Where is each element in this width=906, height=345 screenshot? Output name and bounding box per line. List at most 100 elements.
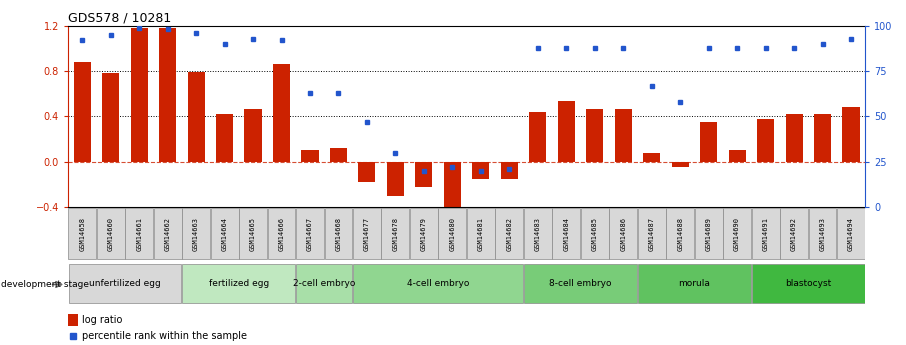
Text: blastocyst: blastocyst [786,279,832,288]
Bar [786,114,803,162]
Text: GSM14681: GSM14681 [477,217,484,251]
Text: GSM14658: GSM14658 [79,217,85,251]
Bar [381,208,410,259]
Text: GSM14679: GSM14679 [421,217,427,251]
Text: GSM14661: GSM14661 [136,217,142,251]
Bar [302,150,319,162]
Text: GSM14686: GSM14686 [621,217,626,251]
Bar [524,208,552,259]
Bar [359,162,375,182]
Bar [614,109,631,162]
Bar [102,73,120,162]
Text: GSM14688: GSM14688 [677,217,683,251]
Bar [210,208,238,259]
Text: GSM14662: GSM14662 [165,217,170,251]
Bar [472,162,489,179]
Bar [444,162,461,209]
Text: GSM14692: GSM14692 [791,217,797,251]
Text: GSM14691: GSM14691 [763,217,768,251]
Bar [558,101,574,162]
Bar [324,208,352,259]
Text: GSM14684: GSM14684 [564,217,569,251]
Bar [188,72,205,162]
Bar [159,28,176,162]
Bar [125,208,153,259]
Bar [524,264,637,303]
Bar [267,208,295,259]
Bar [496,208,524,259]
Bar [837,208,865,259]
Text: development stage: development stage [1,280,89,289]
Bar [353,208,381,259]
Text: GSM14685: GSM14685 [592,217,598,251]
Text: log ratio: log ratio [82,315,122,325]
Text: GSM14683: GSM14683 [535,217,541,251]
Bar [843,107,860,162]
Bar [780,208,808,259]
Text: unfertilized egg: unfertilized egg [89,279,160,288]
Text: GSM14677: GSM14677 [364,217,370,251]
Text: GSM14693: GSM14693 [820,217,825,251]
Text: GSM14680: GSM14680 [449,217,456,251]
Bar [415,162,432,187]
Bar [581,208,609,259]
Bar [182,264,295,303]
Text: GSM14665: GSM14665 [250,217,256,251]
Bar [814,114,831,162]
Bar [245,109,262,162]
Bar [728,150,746,162]
Bar [638,264,751,303]
Bar [609,208,637,259]
Bar [643,152,660,162]
Text: 2-cell embryo: 2-cell embryo [293,279,355,288]
Bar [216,114,233,162]
Bar [239,208,267,259]
Text: GSM14689: GSM14689 [706,217,711,251]
Text: percentile rank within the sample: percentile rank within the sample [82,332,247,341]
Bar [353,264,523,303]
Bar [529,112,546,162]
Text: 8-cell embryo: 8-cell embryo [549,279,612,288]
Bar [410,208,438,259]
Text: GSM14666: GSM14666 [278,217,284,251]
Text: GSM14682: GSM14682 [506,217,512,251]
Bar [467,208,495,259]
Bar [68,314,78,326]
Bar [69,264,181,303]
Bar [723,208,751,259]
Bar [666,208,694,259]
Bar [154,208,181,259]
Text: 4-cell embryo: 4-cell embryo [407,279,469,288]
Bar [695,208,723,259]
Bar [68,208,96,259]
Bar [808,208,836,259]
Bar [296,208,324,259]
Bar [553,208,580,259]
Bar [752,208,779,259]
Bar [638,208,666,259]
Text: GSM14687: GSM14687 [649,217,655,251]
Text: GSM14668: GSM14668 [335,217,342,251]
Bar [97,208,125,259]
Bar [330,148,347,162]
Text: GDS578 / 10281: GDS578 / 10281 [68,12,171,25]
Text: GSM14678: GSM14678 [392,217,399,251]
Bar [757,119,774,162]
Bar [273,65,290,162]
Bar [501,162,518,179]
Text: GSM14663: GSM14663 [193,217,199,251]
Bar [387,162,404,196]
Text: GSM14690: GSM14690 [734,217,740,251]
Text: GSM14694: GSM14694 [848,217,854,251]
Bar [586,109,603,162]
Text: GSM14667: GSM14667 [307,217,313,251]
Bar [182,208,210,259]
Bar [700,122,718,162]
Bar [439,208,467,259]
Bar [73,62,91,162]
Bar [752,264,864,303]
Text: GSM14660: GSM14660 [108,217,113,251]
Bar [671,162,689,167]
Bar [296,264,352,303]
Text: morula: morula [679,279,710,288]
